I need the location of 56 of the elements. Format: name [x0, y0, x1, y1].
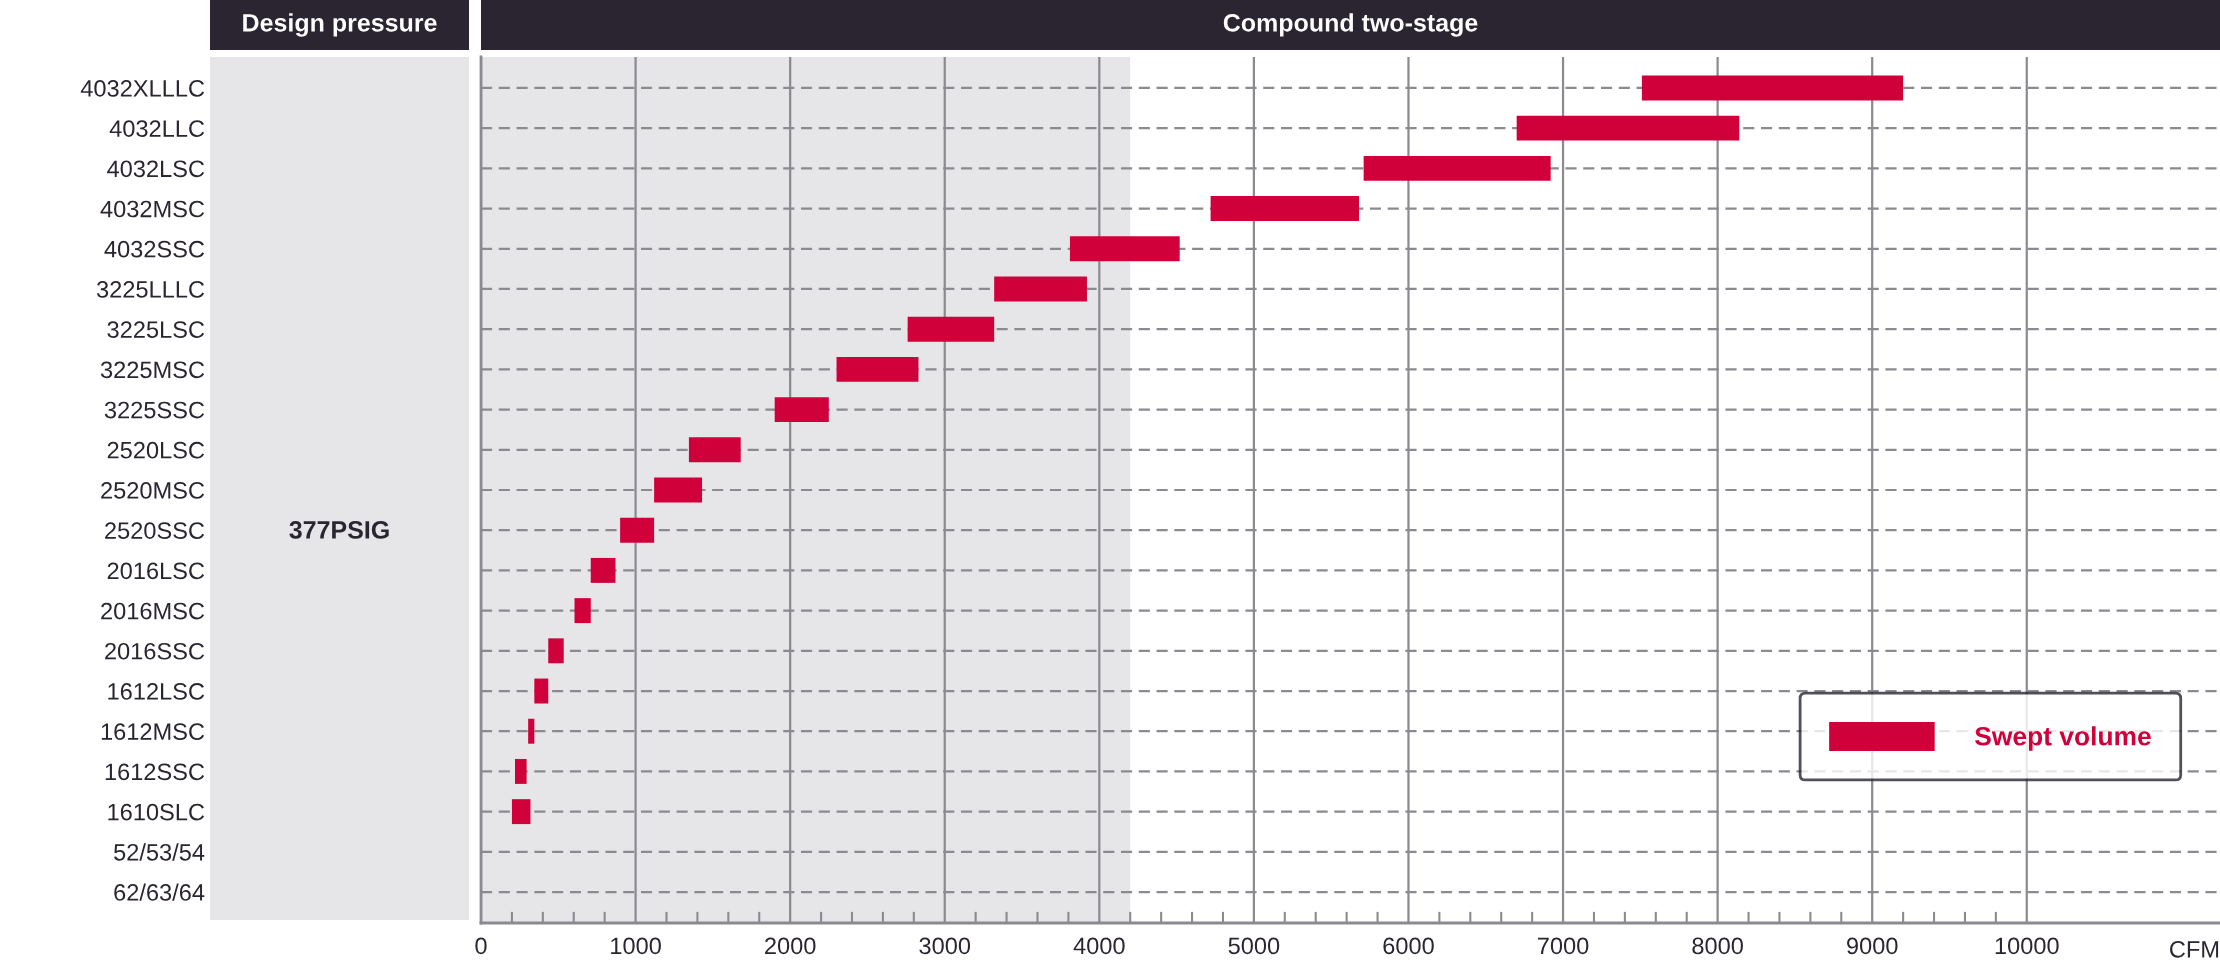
y-tick-label: 2016LSC: [107, 562, 205, 580]
x-tick-label: 2000: [765, 937, 816, 955]
bar: [548, 638, 564, 664]
bar: [528, 718, 535, 744]
x-tick-label: 9000: [1847, 937, 1898, 955]
y-tick-label: 1612SSC: [105, 763, 205, 781]
bar: [907, 316, 995, 342]
y-tick-label: 3225MSC: [100, 361, 205, 379]
bar: [1069, 236, 1180, 262]
y-tick-label: 3225SSC: [104, 401, 205, 419]
y-tick-label: 62/63/64: [114, 883, 205, 901]
y-tick-label: 52/53/54: [114, 843, 205, 861]
x-tick-label: 6000: [1383, 937, 1434, 955]
bar: [1363, 155, 1551, 181]
bar: [515, 758, 527, 784]
x-tick-label: 5000: [1228, 937, 1280, 955]
bar: [654, 477, 703, 503]
y-tick-label: 3225LSC: [107, 321, 205, 338]
bar: [1641, 75, 1904, 101]
bar: [994, 276, 1087, 302]
y-tick-label: 2520MSC: [101, 482, 205, 499]
bar: [620, 517, 655, 543]
x-tick-label: 3000: [919, 937, 971, 955]
x-tick-label: 10000: [1995, 937, 2059, 955]
y-tick-label: 4032SSC: [104, 240, 205, 258]
y-tick-label: 2016MSC: [101, 602, 205, 620]
bar: [574, 598, 591, 624]
y-tick-label: 2520LSC: [107, 441, 205, 459]
y-tick-label: 3225LLLC: [96, 281, 205, 298]
y-tick-label: 4032LLC: [109, 120, 205, 137]
x-axis-title: CFM: [2170, 940, 2219, 958]
y-tick-label: 1612MSC: [101, 723, 205, 741]
bar: [534, 678, 549, 704]
y-tick-label: 4032XLLLC: [80, 80, 205, 97]
y-tick-label: 1612LSC: [108, 683, 205, 700]
text: Design pressure: [243, 13, 437, 37]
y-tick-label: 1610SLC: [108, 803, 205, 821]
x-tick-label: 8000: [1692, 937, 1743, 955]
bar: [590, 557, 616, 583]
y-tick-label: 2520SSC: [105, 522, 205, 539]
x-tick-label: 1000: [611, 937, 661, 955]
bar: [774, 397, 829, 423]
y-tick-label: 4032LSC: [107, 160, 205, 178]
x-tick-label: 7000: [1537, 937, 1589, 955]
bar: [1210, 196, 1359, 222]
y-tick-label: 4032MSC: [100, 200, 205, 218]
bar: [1516, 115, 1740, 141]
legend-label: Swept volume: [1975, 726, 2151, 751]
y-tick-label: 2016SSC: [105, 642, 205, 660]
text: Compound two-stage: [1223, 13, 1478, 37]
bar: [688, 437, 741, 463]
text: 377PSIG: [289, 521, 389, 539]
x-tick-label: 0: [475, 937, 487, 955]
bar: [511, 799, 531, 825]
bar: [836, 356, 919, 382]
x-tick-label: 4000: [1073, 937, 1125, 955]
